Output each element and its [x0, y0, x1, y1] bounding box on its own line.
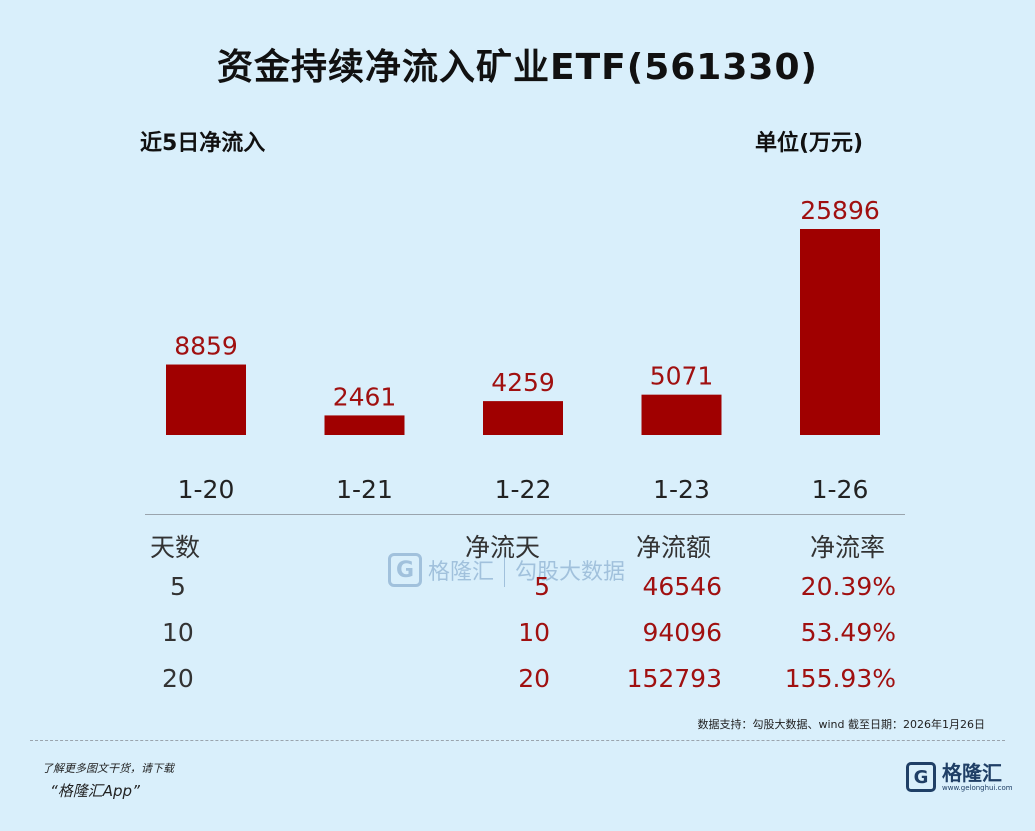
table-cell-flow-days: 10 [518, 618, 550, 647]
bar-1-22 [483, 401, 563, 435]
category-label: 1-22 [495, 475, 552, 504]
table-header-flow-amount: 净流额 [636, 533, 712, 562]
footer-divider [30, 740, 1005, 741]
table-cell-flow-amount: 94096 [642, 618, 722, 647]
bar-value-label: 25896 [800, 196, 880, 225]
unit-label: 单位(万元) [755, 131, 864, 156]
table-header-days: 天数 [150, 533, 201, 562]
table-cell-days: 10 [162, 618, 194, 647]
table-cell-flow-amount: 46546 [642, 572, 722, 601]
watermark-separator [504, 553, 506, 587]
table-cell-flow-days: 20 [518, 664, 550, 693]
table-cell-flow-rate: 20.39% [800, 572, 896, 601]
table-cell-flow-rate: 53.49% [800, 618, 896, 647]
gelonghui-logo-icon: G [388, 553, 422, 587]
bar-1-20 [166, 364, 246, 435]
brand-logo: G 格隆汇 www.gelonghui.com [906, 762, 1013, 792]
brand-url: www.gelonghui.com [942, 783, 1013, 792]
table-cell-flow-rate: 155.93% [784, 664, 896, 693]
bar-value-label: 4259 [491, 368, 555, 397]
gelonghui-logo-icon: G [906, 762, 936, 792]
bar-1-23 [641, 394, 722, 435]
table-divider [145, 514, 905, 515]
bar-value-label: 5071 [650, 362, 714, 391]
bar-chart: 8859 1-20 2461 1-21 4259 1-22 5071 1-23 25896 1-2… [166, 196, 880, 504]
category-label: 1-26 [812, 475, 869, 504]
table-cell-days: 20 [162, 664, 194, 693]
category-label: 1-21 [336, 475, 393, 504]
category-label: 1-20 [178, 475, 235, 504]
table-cell-flow-days: 5 [534, 572, 550, 601]
footer-download-prompt: 了解更多图文干货，请下载 [42, 762, 174, 775]
category-label: 1-23 [653, 475, 710, 504]
bar-1-26 [800, 229, 880, 435]
bar-1-21 [324, 415, 405, 435]
chart-subtitle: 近5日净流入 [140, 131, 266, 156]
footer-app-name: “格隆汇App” [50, 782, 140, 800]
table-cell-flow-amount: 152793 [626, 664, 722, 693]
table-header-flow-days: 净流天 [465, 533, 541, 562]
bar-value-label: 8859 [174, 332, 238, 361]
page-title: 资金持续净流入矿业ETF(561330) [217, 47, 818, 88]
table-header-flow-rate: 净流率 [810, 533, 886, 562]
data-source-note: 数据支持：勾股大数据、wind 截至日期：2026年1月26日 [697, 718, 986, 731]
brand-name: 格隆汇 [942, 760, 1002, 785]
bar-value-label: 2461 [333, 382, 397, 411]
watermark: G 格隆汇 勾股大数据 [388, 553, 625, 587]
watermark-brand: 格隆汇 [428, 560, 495, 585]
watermark-partner: 勾股大数据 [515, 560, 626, 585]
table-cell-days: 5 [170, 572, 186, 601]
